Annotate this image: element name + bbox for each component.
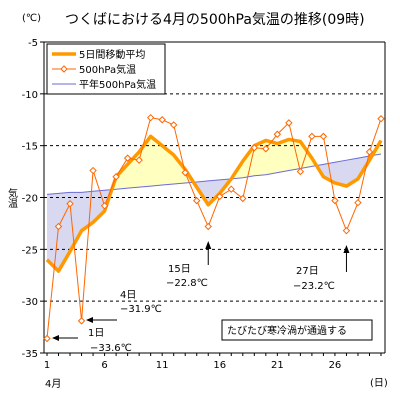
annotation-day-label: 4日: [120, 290, 136, 301]
temperature-point: [331, 196, 339, 205]
legend-item: 500hPa気温: [52, 63, 136, 76]
series-moving-average-line: [45, 134, 383, 273]
legend-item: 平年500hPa気温: [52, 78, 156, 91]
x-month-label: 4月: [45, 378, 61, 390]
temperature-point: [193, 196, 201, 205]
x-tick-label: 11: [156, 360, 169, 371]
y-tick-label: -5: [28, 38, 38, 49]
annotation-day-label: 27日: [296, 266, 319, 277]
y-unit-label: (℃): [22, 13, 41, 24]
temperature-point: [66, 200, 74, 208]
x-tick-label: 16: [213, 360, 226, 371]
annotation-value-label: −33.6℃: [90, 343, 132, 354]
annotation-value-label: −22.8℃: [166, 278, 208, 289]
annotation-arrowhead-day4: [86, 317, 93, 323]
annotation-value-label: −31.9℃: [120, 304, 162, 315]
annotation-arrowhead-day27: [343, 245, 350, 253]
legend-label: 500hPa気温: [79, 63, 136, 76]
temperature-point: [112, 173, 120, 181]
temperature-point: [319, 132, 328, 141]
note-box: [221, 319, 373, 341]
series-temperature-line: [46, 117, 382, 339]
annotation-value-label: −23.2℃: [293, 281, 335, 292]
x-tick-label: 6: [101, 360, 107, 371]
temperature-point: [135, 156, 143, 164]
cold-anomaly-fill-1: [193, 178, 232, 205]
temperature-point: [273, 130, 282, 138]
temperature-point: [169, 121, 178, 129]
y-tick-label: -25: [22, 245, 38, 256]
temperature-point: [204, 222, 212, 231]
temperature-point: [342, 226, 351, 235]
y-tick-label: -20: [22, 194, 38, 205]
legend-label: 平年500hPa気温: [79, 78, 156, 91]
temperature-point: [250, 144, 259, 152]
annotation-layer: 1日 −33.6℃ 4日 −31.9℃ 15日 −22.8℃ 27日 −23.2℃ たびたび寒冷…: [52, 241, 373, 354]
y-tick-label: -10: [22, 90, 38, 101]
axes-layer: -35-30-25-20-15-10-51 6 11 16 21 26: [22, 38, 386, 371]
temperature-point: [227, 185, 235, 193]
temperature-point: [296, 167, 305, 176]
temperature-point: [100, 202, 109, 210]
x-tick-label: 26: [329, 360, 342, 371]
temperature-point: [123, 154, 132, 162]
temperature-point: [158, 116, 166, 124]
y-tick-label: -30: [22, 297, 38, 308]
temperature-point: [308, 132, 316, 141]
temperature-point: [239, 194, 247, 203]
chart-title: つくばにおける4月の500hPa気温の推移(09時): [65, 12, 365, 28]
legend-item: 5日間移動平均: [52, 48, 145, 61]
x-tick-label: 21: [271, 360, 284, 371]
temperature-point: [77, 317, 86, 325]
legend-label: 5日間移動平均: [79, 48, 145, 61]
temperature-point: [354, 198, 362, 207]
temperature-point: [89, 166, 97, 175]
x-unit-label: (日): [370, 378, 388, 389]
annotation-day-label: 1日: [88, 328, 104, 339]
annotation-arrowhead-day1: [52, 335, 59, 341]
temperature-point: [54, 222, 63, 231]
y-tick-label: -35: [22, 349, 38, 360]
series-normal-line: [46, 153, 382, 195]
legend-swatch-marker: [60, 65, 68, 73]
annotation-arrowhead-day15: [205, 241, 212, 249]
temperature-point: [262, 145, 270, 153]
temperature-point: [285, 119, 293, 127]
temperature-point: [216, 192, 224, 201]
temperature-point: [377, 115, 385, 123]
warm-anomaly-fill-0: [111, 136, 194, 190]
fill-layer: [47, 136, 381, 272]
temperature-point: [365, 148, 374, 156]
temperature-point: [43, 334, 51, 343]
x-tick-label: 1: [44, 360, 50, 371]
y-axis-label: 気温: [6, 187, 18, 208]
note-box-text: たびたび寒冷渦が通過する: [227, 324, 347, 337]
temperature-point: [181, 168, 189, 177]
y-tick-label: -15: [22, 142, 38, 153]
annotation-day-label: 15日: [168, 264, 191, 275]
temperature-point: [146, 113, 155, 122]
cold-anomaly-fill-0: [47, 189, 112, 272]
series-layer: [43, 113, 385, 343]
